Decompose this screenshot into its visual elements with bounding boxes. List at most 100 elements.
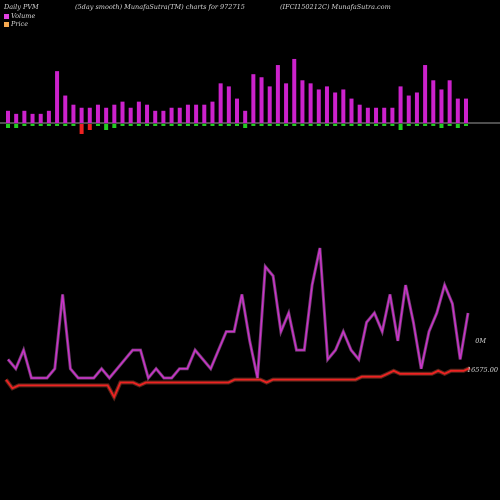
- volume-bar-down: [333, 124, 338, 126]
- volume-bar-up: [251, 74, 256, 123]
- volume-bar-up: [30, 113, 35, 123]
- volume-bar-up: [95, 104, 100, 123]
- volume-bar-up: [374, 107, 379, 123]
- volume-bar-up: [275, 65, 280, 123]
- volume-bar-up: [202, 104, 207, 123]
- volume-bar-down: [128, 124, 133, 126]
- price-axis-label: 16575.00: [466, 366, 498, 374]
- volume-bar-down: [308, 124, 313, 126]
- volume-bar-down: [464, 124, 468, 126]
- volume-bar-up: [349, 98, 354, 123]
- volume-bar-down: [447, 124, 452, 126]
- volume-bar-up: [6, 110, 10, 123]
- volume-bar-down: [324, 124, 329, 126]
- volume-bar-down: [251, 124, 256, 126]
- volume-bar-up: [218, 83, 223, 123]
- volume-bar-up: [267, 86, 272, 123]
- volume-bar-up: [447, 80, 452, 123]
- header-center: (5day smooth) MunafaSutra(TM) charts for…: [75, 3, 245, 11]
- volume-bar-up: [284, 83, 289, 123]
- volume-bar-up: [439, 89, 444, 123]
- volume-bar-down: [6, 124, 10, 128]
- volume-bar-down: [87, 124, 92, 130]
- volume-bar-down: [161, 124, 166, 126]
- volume-bar-down: [104, 124, 109, 130]
- volume-bar-up: [169, 107, 174, 123]
- volume-bar-up: [120, 101, 125, 123]
- volume-bar-down: [30, 124, 35, 126]
- volume-bar-up: [55, 71, 60, 123]
- header-left: Daily PVM: [4, 3, 39, 11]
- volume-bar-up: [259, 77, 264, 123]
- volume-bar-up: [104, 107, 109, 123]
- volume-bar-up: [333, 92, 338, 123]
- volume-bar-up: [46, 110, 51, 123]
- volume-axis-label: 0M: [475, 337, 486, 345]
- volume-bar-down: [194, 124, 199, 126]
- price-line-glow: [4, 366, 471, 402]
- volume-bar-down: [185, 124, 190, 126]
- volume-bar-up: [390, 107, 395, 123]
- volume-bar-up: [316, 89, 321, 123]
- volume-bar-down: [439, 124, 444, 128]
- volume-bar-up: [464, 98, 468, 123]
- volume-bar-down: [259, 124, 264, 126]
- volume-bar-down: [431, 124, 436, 126]
- volume-bar-down: [22, 124, 27, 126]
- volume-bar-down: [357, 124, 362, 126]
- volume-bar-down: [365, 124, 370, 126]
- volume-bar-down: [341, 124, 346, 126]
- volume-bar-up: [423, 65, 428, 123]
- volume-bar-down: [177, 124, 182, 126]
- volume-bar-down: [455, 124, 460, 128]
- volume-bar-down: [202, 124, 207, 126]
- volume-bar-up: [112, 104, 117, 123]
- volume-bar-down: [267, 124, 272, 126]
- volume-bar-up: [136, 101, 141, 123]
- volume-bar-up: [22, 110, 27, 123]
- volume-bar-down: [398, 124, 403, 130]
- volume-bar-down: [79, 124, 84, 134]
- volume-bar-up: [243, 110, 248, 123]
- volume-bar-up: [63, 95, 68, 123]
- volume-bar-down: [414, 124, 419, 126]
- volume-bar-down: [284, 124, 289, 126]
- volume-bar-down: [423, 124, 428, 126]
- volume-bar-down: [243, 124, 248, 128]
- volume-bar-down: [120, 124, 125, 126]
- volume-bar-down: [374, 124, 379, 126]
- volume-bar-down: [382, 124, 387, 126]
- volume-bar-up: [14, 113, 19, 123]
- volume-bar-down: [46, 124, 51, 126]
- legend-volume-swatch: [4, 13, 9, 19]
- volume-bar-up: [292, 58, 297, 124]
- volume-bar-down: [316, 124, 321, 126]
- volume-bar-up: [153, 110, 158, 123]
- volume-bar-down: [226, 124, 231, 126]
- volume-bar-down: [153, 124, 158, 126]
- volume-bar-down: [275, 124, 280, 126]
- header-right: (IFCI150212C) MunafaSutra.com: [280, 3, 391, 11]
- volume-bar-up: [365, 107, 370, 123]
- volume-bar-down: [218, 124, 223, 126]
- volume-bar-down: [235, 124, 239, 126]
- volume-bar-down: [14, 124, 19, 128]
- volume-bar-up: [87, 107, 92, 123]
- volume-bar-down: [169, 124, 174, 126]
- volume-bar-up: [398, 86, 403, 123]
- volume-bar-up: [38, 113, 43, 123]
- volume-bar-up: [79, 107, 84, 123]
- legend-volume-label: Volume: [11, 12, 36, 20]
- volume-bar-down: [38, 124, 43, 126]
- volume-bar-down: [95, 124, 100, 126]
- volume-bar-up: [194, 104, 199, 123]
- volume-bar-down: [71, 124, 76, 126]
- volume-bar-down: [55, 124, 60, 126]
- volume-bar-up: [185, 104, 190, 123]
- volume-bar-up: [455, 98, 460, 123]
- volume-bar-down: [390, 124, 395, 126]
- volume-line: [7, 247, 469, 380]
- volume-bar-up: [300, 80, 305, 123]
